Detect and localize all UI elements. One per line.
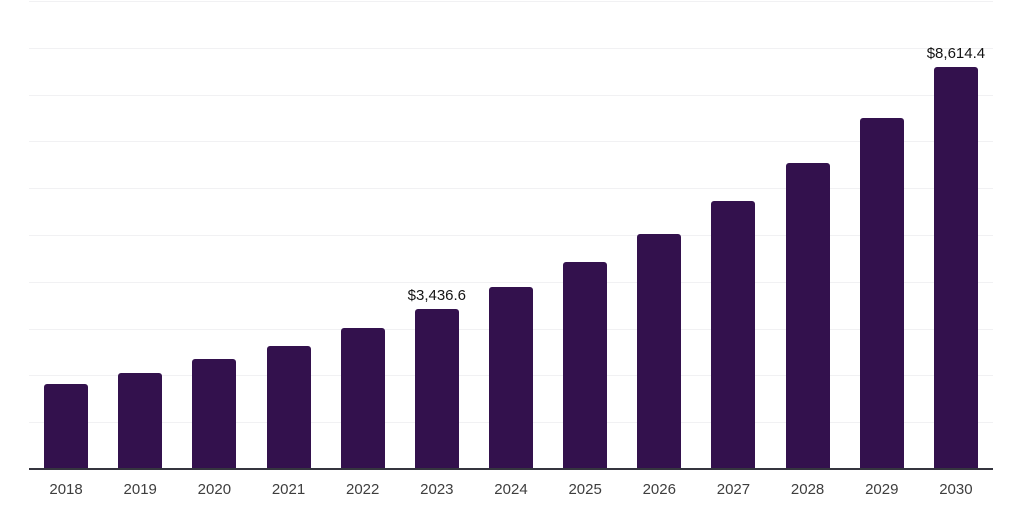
x-tick-label-2025: 2025 xyxy=(568,481,602,498)
bar-band-2019 xyxy=(103,0,177,470)
x-axis-line xyxy=(29,468,993,470)
gridline-8000 xyxy=(29,94,993,96)
x-tick-label-2018: 2018 xyxy=(49,481,83,498)
bar-2018 xyxy=(44,384,89,470)
value-label-2030: $8,614.4 xyxy=(926,44,986,62)
bar-2026 xyxy=(637,233,682,470)
x-tick-label-2023: 2023 xyxy=(420,481,454,498)
x-tick-label-2028: 2028 xyxy=(790,481,825,498)
bar-2022 xyxy=(340,328,385,470)
bar-2025 xyxy=(563,262,608,470)
x-tick-label-2019: 2019 xyxy=(123,481,157,498)
bar-2023 xyxy=(414,309,459,470)
bar-band-2030: $8,614.4 xyxy=(919,0,993,470)
bar-band-2025 xyxy=(548,0,622,470)
bar-2020 xyxy=(192,359,237,470)
bar-band-2027 xyxy=(696,0,770,470)
bar-band-2023: $3,436.6 xyxy=(400,0,474,470)
x-tick-label-2030: 2030 xyxy=(939,481,973,498)
bar-band-2028 xyxy=(771,0,845,470)
x-tick-label-2021: 2021 xyxy=(271,481,306,498)
bar-2019 xyxy=(118,373,163,470)
bar-2027 xyxy=(711,201,756,470)
x-axis: 2018 2019 2020 2021 2022 2023 2024 2025 2026 2027… xyxy=(29,480,993,502)
bar-band-2018 xyxy=(29,0,103,470)
gridline-5000 xyxy=(29,235,993,236)
plot-area: $3,436.6 $8,614.4 xyxy=(29,0,993,470)
bar-2024 xyxy=(488,287,533,470)
x-tick-label-2027: 2027 xyxy=(716,481,751,498)
bar-2021 xyxy=(266,345,311,470)
bar-band-2021 xyxy=(251,0,325,470)
bar-2028 xyxy=(785,162,830,470)
x-tick-label-2022: 2022 xyxy=(345,481,380,498)
bar-2029 xyxy=(859,118,904,470)
bar-band-2020 xyxy=(177,0,251,470)
bar-band-2026 xyxy=(622,0,696,470)
x-tick-label-2024: 2024 xyxy=(494,481,528,498)
gridline-10000 xyxy=(29,1,993,2)
bar-band-2024 xyxy=(474,0,548,470)
x-tick-label-2029: 2029 xyxy=(865,481,899,498)
x-tick-label-2026: 2026 xyxy=(642,481,676,498)
gridline-4000 xyxy=(29,281,993,283)
x-tick-label-2020: 2020 xyxy=(197,481,232,498)
bar-band-2022 xyxy=(326,0,400,470)
bar-band-2029 xyxy=(845,0,919,470)
gridline-6000 xyxy=(29,188,993,190)
gridline-7000 xyxy=(29,141,993,143)
bar-2030 xyxy=(933,66,978,470)
gridline-9000 xyxy=(29,47,993,49)
value-label-2023: $3,436.6 xyxy=(407,287,467,305)
